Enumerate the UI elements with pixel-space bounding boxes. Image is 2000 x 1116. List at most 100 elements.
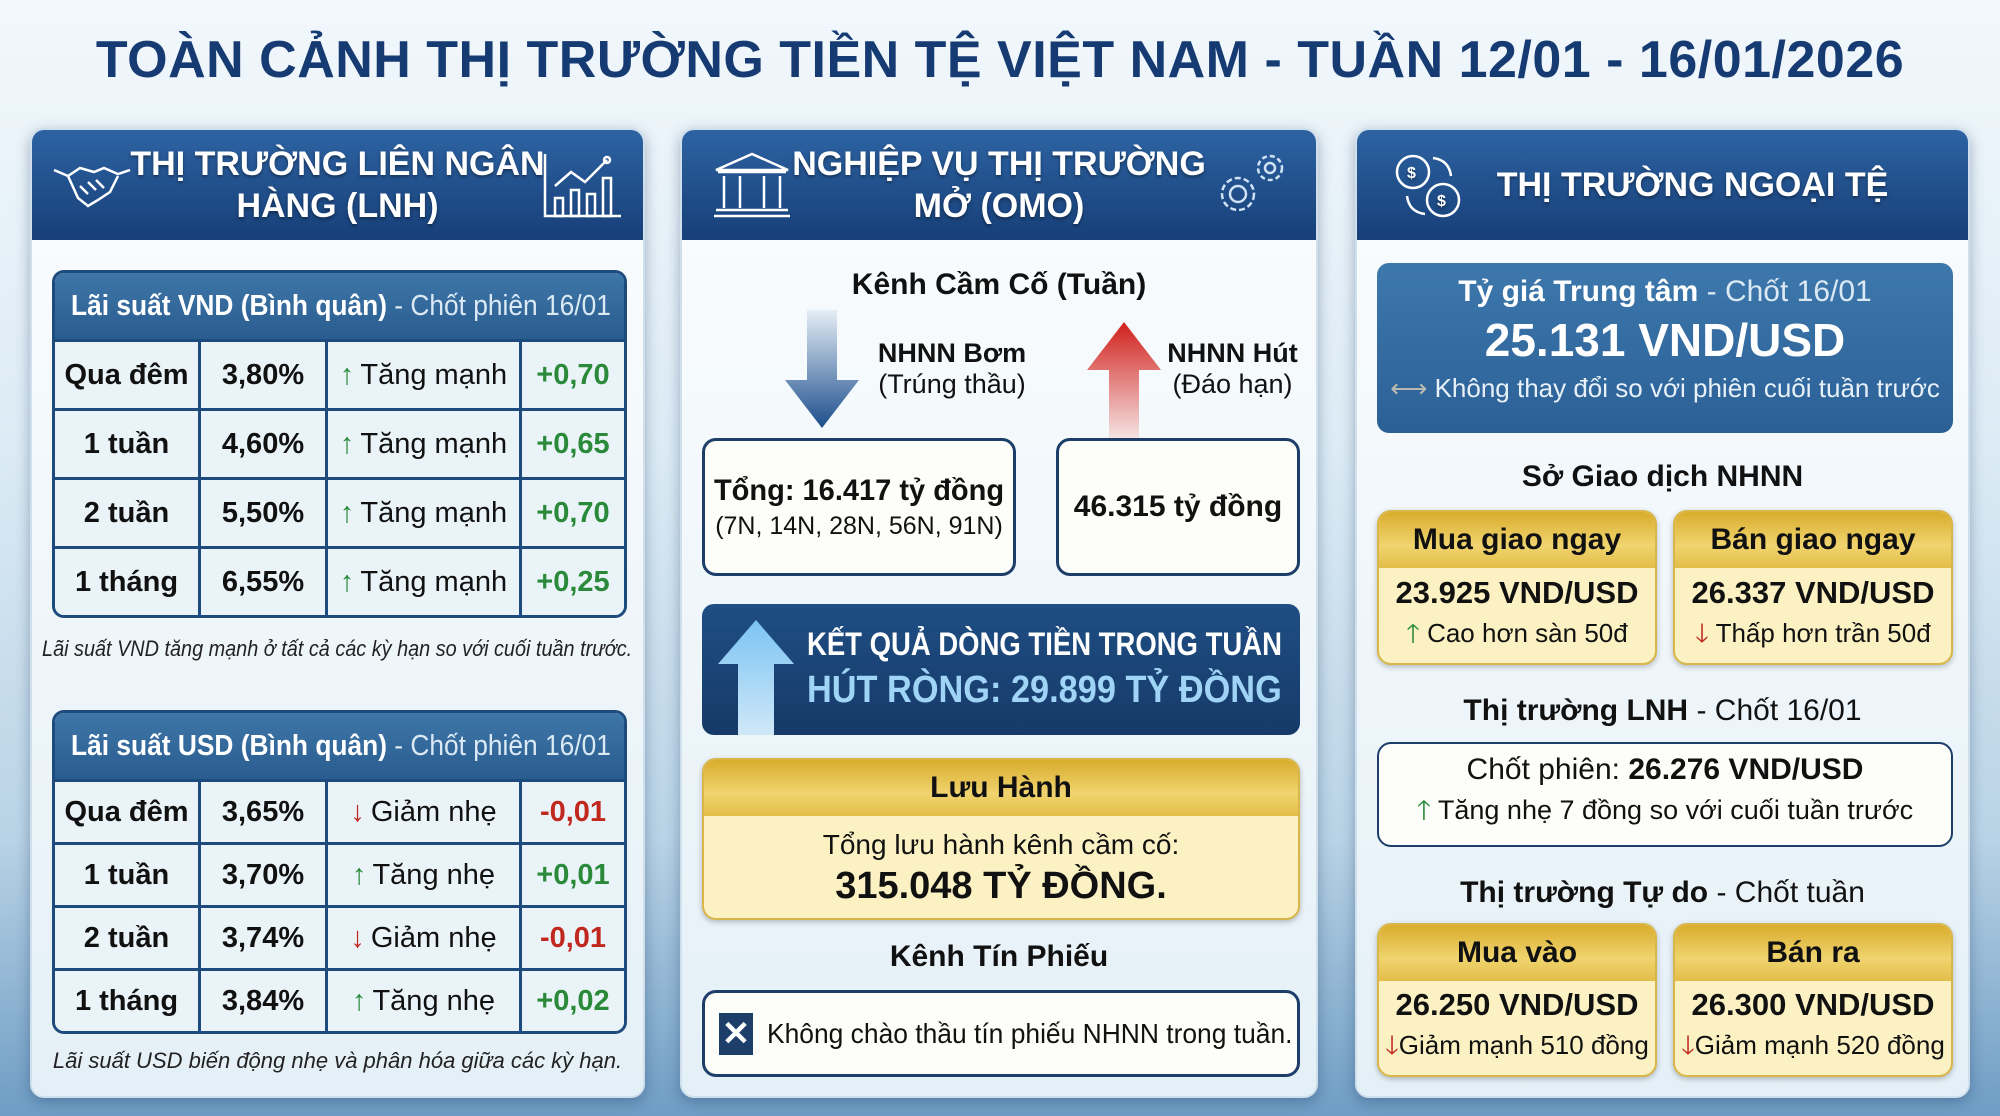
free-market-label: Thị trường Tự do xyxy=(1460,876,1709,909)
net-result-text: KẾT QUẢ DÒNG TIỀN TRONG TUẦN HÚT RÒNG: 2… xyxy=(807,604,1288,735)
free-buy-value: 26.250 VND/USD xyxy=(1395,987,1639,1022)
absorb-label-group: NHNN Hút (Đáo hạn) xyxy=(1160,338,1305,400)
free-sell-note: Giảm mạnh 520 đồng xyxy=(1694,1030,1945,1060)
down-arrow-icon: 🡓 xyxy=(1681,1030,1695,1060)
gears-icon xyxy=(1220,154,1284,212)
trend-label: Tăng nhẹ xyxy=(372,984,496,1017)
up-arrow-icon: ↑ xyxy=(339,427,355,460)
svg-text:$: $ xyxy=(1407,165,1416,182)
absorb-sub: (Đáo hạn) xyxy=(1172,369,1293,399)
bills-box: ✕ Không chào thầu tín phiếu NHNN trong t… xyxy=(702,990,1300,1077)
sbv-sell-box: Bán giao ngay 26.337 VND/USD 🡓 Thấp hơn t… xyxy=(1673,510,1953,665)
rate-cell: 5,50% xyxy=(198,480,325,546)
interbank-title-line1: THỊ TRƯỜNG LIÊN NGÂN xyxy=(130,145,545,183)
sbv-sell-value: 26.337 VND/USD xyxy=(1691,574,1935,610)
up-arrow-icon: 🡑 xyxy=(1416,794,1431,825)
sbv-buy-value: 23.925 VND/USD xyxy=(1395,574,1639,610)
trend-cell: ↑ Tăng mạnh xyxy=(325,480,519,546)
sbv-sell-title: Bán giao ngay xyxy=(1675,512,1951,568)
trend-cell: ↑ Tăng nhẹ xyxy=(325,845,519,905)
usd-note-text: Lãi suất USD biến động nhẹ và phân hóa g… xyxy=(52,1048,623,1073)
table-row: 1 tháng 6,55% ↑ Tăng mạnh +0,25 xyxy=(55,546,624,615)
table-row: 1 tuần 3,70% ↑ Tăng nhẹ +0,01 xyxy=(55,842,624,905)
change-cell: -0,01 xyxy=(519,782,624,842)
central-rate-value: 25.131 VND/USD xyxy=(1484,314,1846,366)
up-arrow-icon: ↑ xyxy=(351,984,367,1017)
central-rate-label: Tỷ giá Trung tâm xyxy=(1458,275,1699,308)
usd-rate-table: Lãi suất USD (Bình quân) - Chốt phiên 16/… xyxy=(52,710,627,1034)
bills-title: Kênh Tín Phiếu xyxy=(889,940,1109,973)
term-cell: Qua đêm xyxy=(55,782,198,842)
free-sell-box: Bán ra 26.300 VND/USD 🡓Giảm mạnh 520 đồng xyxy=(1673,923,1953,1077)
interbank-header: THỊ TRƯỜNG LIÊN NGÂN HÀNG (LNH) xyxy=(32,130,643,240)
rate-cell: 3,74% xyxy=(198,908,325,968)
interbank-panel: THỊ TRƯỜNG LIÊN NGÂN HÀNG (LNH) Lãi suất … xyxy=(30,128,645,1098)
trend-label: Tăng mạnh xyxy=(360,496,508,529)
inject-label-group: NHNN Bơm (Trúng thầu) xyxy=(867,338,1037,400)
term-cell: 2 tuần xyxy=(55,480,198,546)
fx-panel: $ $ THỊ TRƯỜNG NGOẠI TỆ Tỷ giá Trung tâm … xyxy=(1355,128,1970,1098)
up-arrow-icon: ↑ xyxy=(339,358,355,391)
outstanding-label: Tổng lưu hành kênh cầm cố: xyxy=(822,828,1180,860)
outstanding-title: Lưu Hành xyxy=(704,760,1298,816)
trend-label: Giảm nhẹ xyxy=(370,795,497,828)
absorb-label: NHNN Hút xyxy=(1167,338,1298,368)
up-arrow-icon: ↑ xyxy=(339,496,355,529)
rate-cell: 4,60% xyxy=(198,411,325,477)
free-buy-title: Mua vào xyxy=(1379,925,1655,981)
up-arrow-icon: 🡑 xyxy=(1406,617,1420,648)
table-row: 1 tuần 4,60% ↑ Tăng mạnh +0,65 xyxy=(55,408,624,477)
interbank-fx-value: 26.276 VND/USD xyxy=(1628,752,1864,786)
vnd-table-title: Lãi suất VND (Bình quân) xyxy=(71,289,387,322)
change-cell: +0,65 xyxy=(519,411,624,477)
up-arrow-icon: ↑ xyxy=(351,858,367,891)
down-arrow-icon: 🡓 xyxy=(1385,1030,1399,1060)
change-cell: +0,25 xyxy=(519,549,624,615)
rate-cell: 3,65% xyxy=(198,782,325,842)
down-arrow-icon: ↓ xyxy=(350,795,365,828)
net-result-title: KẾT QUẢ DÒNG TIỀN TRONG TUẦN xyxy=(807,626,1282,663)
rate-cell: 3,70% xyxy=(198,845,325,905)
currency-exchange-icon: $$ xyxy=(1395,154,1461,218)
handshake-icon xyxy=(53,166,131,208)
trend-label: Tăng nhẹ xyxy=(372,858,496,891)
net-result-value: HÚT RÒNG: 29.899 TỶ ĐỒNG xyxy=(807,669,1282,712)
term-cell: 1 tháng xyxy=(55,549,198,615)
net-up-arrow-icon xyxy=(718,620,794,735)
absorb-up-arrow-icon xyxy=(1087,322,1161,442)
sbv-buy-title: Mua giao ngay xyxy=(1379,512,1655,568)
inject-box: Tổng: 16.417 tỷ đồng (7N, 14N, 28N, 56N,… xyxy=(702,438,1016,576)
outstanding-value: 315.048 TỶ ĐỒNG. xyxy=(835,864,1167,907)
trend-cell: ↑ Tăng mạnh xyxy=(325,342,519,408)
free-market-period: - Chốt tuần xyxy=(1716,876,1865,909)
sbv-title: Sở Giao dịch NHNN xyxy=(1521,460,1804,493)
trend-label: Tăng mạnh xyxy=(360,427,508,460)
interbank-fx-title: Thị trường LNH - Chốt 16/01 xyxy=(1357,694,1968,728)
trend-label: Giảm nhẹ xyxy=(370,921,497,954)
free-sell-title: Bán ra xyxy=(1675,925,1951,981)
down-arrow-icon: ↓ xyxy=(350,921,365,954)
omo-title-line1: NGHIỆP VỤ THỊ TRƯỜNG xyxy=(792,145,1206,183)
trend-cell: ↑ Tăng nhẹ xyxy=(325,971,519,1031)
vnd-table-date: - Chốt phiên 16/01 xyxy=(394,289,611,322)
change-cell: +0,02 xyxy=(519,971,624,1031)
inject-terms: (7N, 14N, 28N, 56N, 91N) xyxy=(715,511,1003,540)
inject-sub: (Trúng thầu) xyxy=(878,369,1026,399)
interbank-title-line2: HÀNG (LNH) xyxy=(236,187,439,225)
interbank-fx-session-label: Chốt phiên: xyxy=(1466,752,1620,786)
bills-text: Không chào thầu tín phiếu NHNN trong tuầ… xyxy=(767,1017,1293,1049)
x-mark-icon: ✕ xyxy=(719,1012,753,1055)
central-rate-date: - Chốt 16/01 xyxy=(1706,275,1872,308)
outstanding-box: Lưu Hành Tổng lưu hành kênh cầm cố: 315.… xyxy=(702,758,1300,920)
table-row: 2 tuần 3,74% ↓ Giảm nhẹ -0,01 xyxy=(55,905,624,968)
rate-cell: 6,55% xyxy=(198,549,325,615)
table-row: 1 tháng 3,84% ↑ Tăng nhẹ +0,02 xyxy=(55,968,624,1031)
table-row: Qua đêm 3,80% ↑ Tăng mạnh +0,70 xyxy=(55,339,624,408)
unchanged-arrow-icon: ⟷ xyxy=(1390,373,1428,403)
rate-cell: 3,84% xyxy=(198,971,325,1031)
usd-table-date: - Chốt phiên 16/01 xyxy=(394,729,611,762)
interbank-fx-label: Thị trường LNH xyxy=(1463,694,1689,727)
absorb-total: 46.315 tỷ đồng xyxy=(1073,490,1283,523)
term-cell: 1 tuần xyxy=(55,411,198,477)
vnd-table-header: Lãi suất VND (Bình quân) - Chốt phiên 16/… xyxy=(55,273,624,339)
